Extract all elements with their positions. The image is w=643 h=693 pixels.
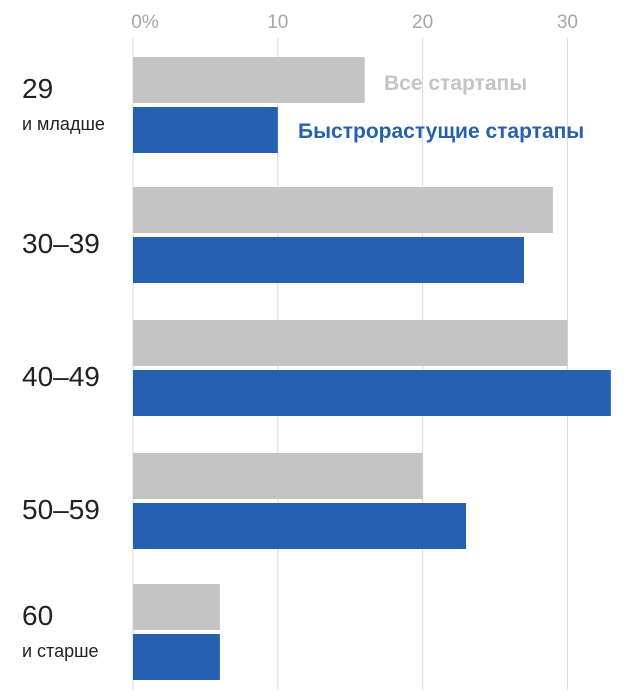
x-tick-label: 20 — [412, 12, 433, 33]
category-label: 40–49 — [22, 361, 100, 392]
bar-all-1 — [133, 187, 553, 233]
category-label: 29 — [22, 73, 53, 104]
legend: Все стартапы Быстрорастущие стартапы — [298, 72, 584, 143]
x-tick-label: 30 — [557, 12, 578, 33]
legend-label-all-startups: Все стартапы — [384, 72, 527, 95]
x-tick-label: 10 — [267, 12, 288, 33]
category-sublabel: и младше — [22, 114, 105, 134]
x-axis-ticks: 0% 10 20 30 — [131, 12, 578, 33]
category-labels: 29 и младше 30–39 40–49 50–59 60 и старше — [22, 73, 105, 661]
bar-all-3 — [133, 453, 423, 499]
bars — [133, 57, 611, 680]
bar-fast-0 — [133, 107, 278, 153]
category-label: 50–59 — [22, 494, 100, 525]
bar-all-0 — [133, 57, 365, 103]
bar-fast-2 — [133, 370, 611, 416]
legend-label-fast-startups: Быстрорастущие стартапы — [298, 120, 584, 143]
bar-all-2 — [133, 320, 568, 366]
category-label: 60 — [22, 600, 53, 631]
x-tick-label: 0% — [131, 12, 159, 33]
category-label: 30–39 — [22, 228, 100, 259]
bar-all-4 — [133, 584, 220, 630]
bar-fast-1 — [133, 237, 524, 283]
bar-fast-4 — [133, 634, 220, 680]
category-sublabel: и старше — [22, 641, 99, 661]
bar-fast-3 — [133, 503, 467, 549]
